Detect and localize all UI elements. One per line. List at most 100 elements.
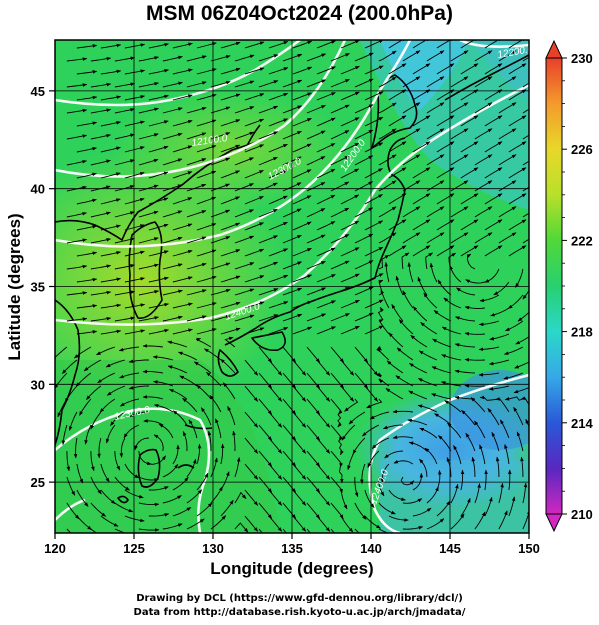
wind-streamline [134,437,149,451]
wind-streamline [66,159,87,166]
wind-streamline [61,359,78,374]
wind-streamline [186,106,207,114]
wind-streamline [210,183,231,192]
wind-streamline [79,398,92,416]
wind-streamline [495,456,500,477]
wind-streamline [348,411,366,425]
wind-streamline [86,385,102,400]
wind-streamline [533,38,550,48]
wind-streamline [498,102,517,114]
wind-streamline [76,70,98,75]
wind-streamline [354,312,374,322]
wind-streamline [162,315,183,322]
wind-streamline [222,382,236,400]
wind-streamline [407,418,428,426]
wind-streamline [378,476,385,497]
wind-streamline [76,95,98,101]
wind-streamline [362,424,380,437]
wind-streamline [186,458,197,478]
wind-streamline [474,128,493,140]
wind-streamline [491,431,500,452]
wind-streamline [292,463,307,480]
wind-streamline [412,507,432,517]
wind-streamline [460,469,465,491]
wind-streamline [73,346,92,359]
wind-streamline [138,210,159,218]
wind-streamline [114,56,136,62]
wind-streamline [437,279,452,296]
wind-streamline [148,68,169,75]
wind-streamline [306,424,321,441]
wind-streamline [316,168,336,179]
y-tick-label: 40 [31,182,45,197]
wind-streamline [182,397,198,413]
wind-streamline [268,301,289,309]
wind-streamline [522,238,529,244]
wind-streamline [162,263,183,270]
wind-streamline [522,160,529,166]
wind-streamline [443,297,462,309]
wind-streamline [153,380,174,387]
wind-streamline [354,528,360,533]
wind-streamline [464,305,485,310]
wind-streamline [508,219,527,231]
wind-streamline [386,360,404,374]
wind-streamline [402,290,414,309]
wind-streamline [340,273,360,283]
wind-streamline [436,141,455,153]
wind-streamline [292,411,307,428]
wind-streamline [258,54,279,62]
wind-streamline [100,146,121,153]
wind-streamline [138,158,159,166]
wind-streamline [66,476,76,496]
wind-streamline [316,385,331,402]
wind-streamline [73,437,78,459]
wind-streamline [96,346,116,356]
wind-streamline [66,83,88,88]
wind-streamline [466,253,476,270]
wind-streamline [412,219,431,231]
wind-streamline [316,117,336,127]
wind-streamline [292,489,307,506]
wind-streamline [460,89,479,101]
wind-streamline [412,141,431,153]
wind-streamline [138,237,159,244]
wind-streamline [517,311,529,322]
wind-streamline [210,236,231,244]
wind-streamline [503,372,524,380]
wind-streamline [167,340,188,348]
wind-streamline [90,476,102,495]
wind-streamline [268,489,283,506]
wind-streamline [498,50,517,62]
wind-streamline [148,197,169,205]
wind-streamline [388,219,407,231]
wind-streamline [525,418,529,428]
wind-streamline [378,154,397,166]
colorbar-tick-label: 222 [571,233,593,248]
wind-streamline [513,406,524,426]
wind-streamline [508,496,516,517]
wind-streamline [378,528,399,533]
wind-streamline [354,181,373,192]
wind-streamline [306,79,327,88]
wind-streamline [378,254,390,270]
wind-streamline [522,482,528,504]
wind-streamline [474,102,493,114]
wind-streamline [172,68,193,75]
wind-streamline [258,235,278,244]
x-axis-title: Longitude (degrees) [210,559,373,578]
wind-streamline [282,450,297,467]
wind-streamline [244,222,264,231]
wind-streamline [234,235,255,244]
wind-streamline [364,40,384,49]
wind-streamline [392,409,413,414]
wind-streamline [508,115,527,127]
wind-streamline [498,128,517,140]
wind-streamline [450,50,469,62]
wind-streamline [340,142,360,153]
wind-streamline [110,411,126,426]
wind-streamline [316,515,331,532]
wind-streamline [282,528,287,533]
wind-streamline [114,237,135,244]
wind-streamline [306,476,321,493]
